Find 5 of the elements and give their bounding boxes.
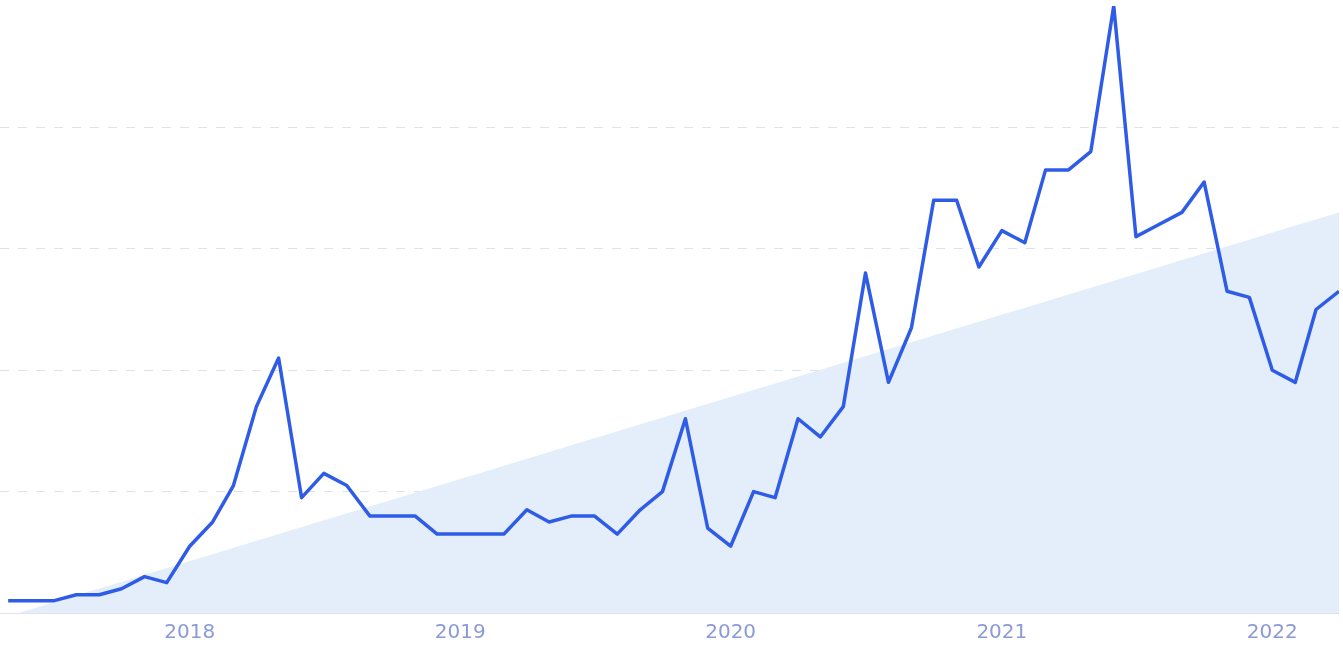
x-tick-label: 2020 (705, 619, 757, 643)
x-tick-label: 2018 (164, 619, 216, 643)
x-tick-label: 2022 (1246, 619, 1298, 643)
x-tick-label: 2021 (976, 619, 1028, 643)
x-tick-label: 2019 (434, 619, 486, 643)
